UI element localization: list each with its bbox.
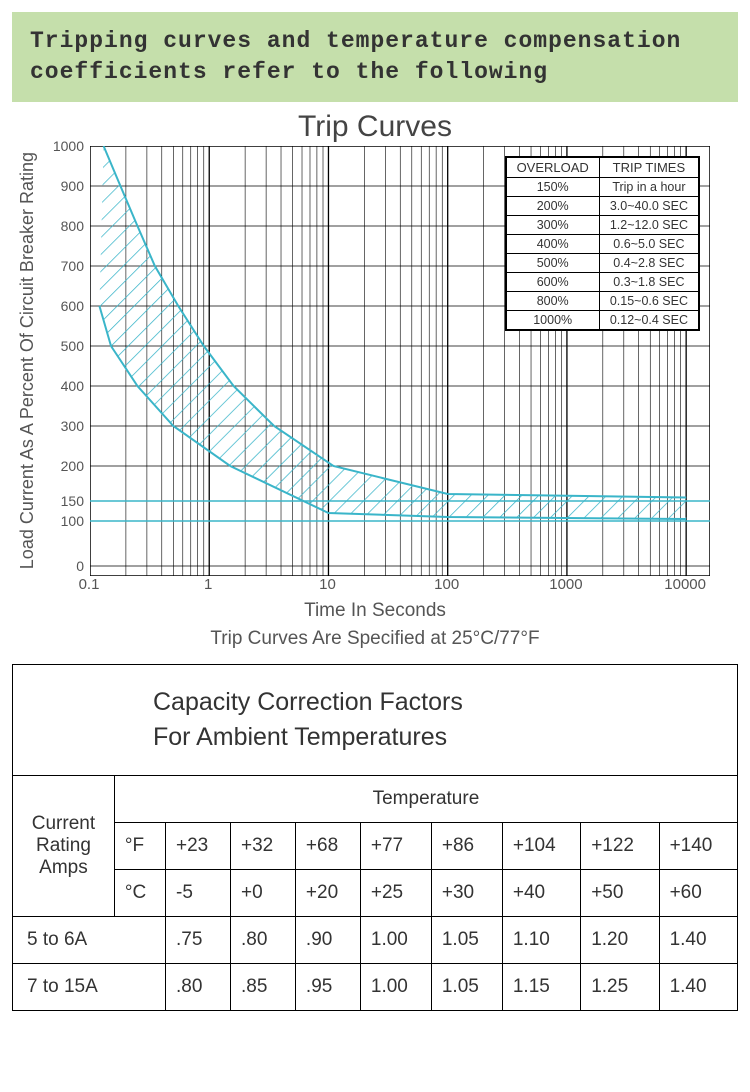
x-axis-label: Time In Seconds xyxy=(15,600,735,622)
chart-title: Trip Curves xyxy=(15,110,735,144)
trip-times-legend: OVERLOADTRIP TIMES150%Trip in a hour200%… xyxy=(505,156,700,331)
capacity-table: Capacity Correction FactorsFor Ambient T… xyxy=(12,664,738,1011)
y-ticks: 10009008007006005004003002001501000 xyxy=(38,146,90,576)
trip-curves-chart: Trip Curves Load Current As A Percent Of… xyxy=(15,110,735,650)
y-axis-label: Load Current As A Percent Of Circuit Bre… xyxy=(15,152,38,569)
plot-area: OVERLOADTRIP TIMES150%Trip in a hour200%… xyxy=(90,146,710,576)
x-ticks: 0.1110100100010000 xyxy=(89,576,709,596)
banner: Tripping curves and temperature compensa… xyxy=(12,12,738,102)
chart-note: Trip Curves Are Specified at 25°C/77°F xyxy=(15,628,735,650)
